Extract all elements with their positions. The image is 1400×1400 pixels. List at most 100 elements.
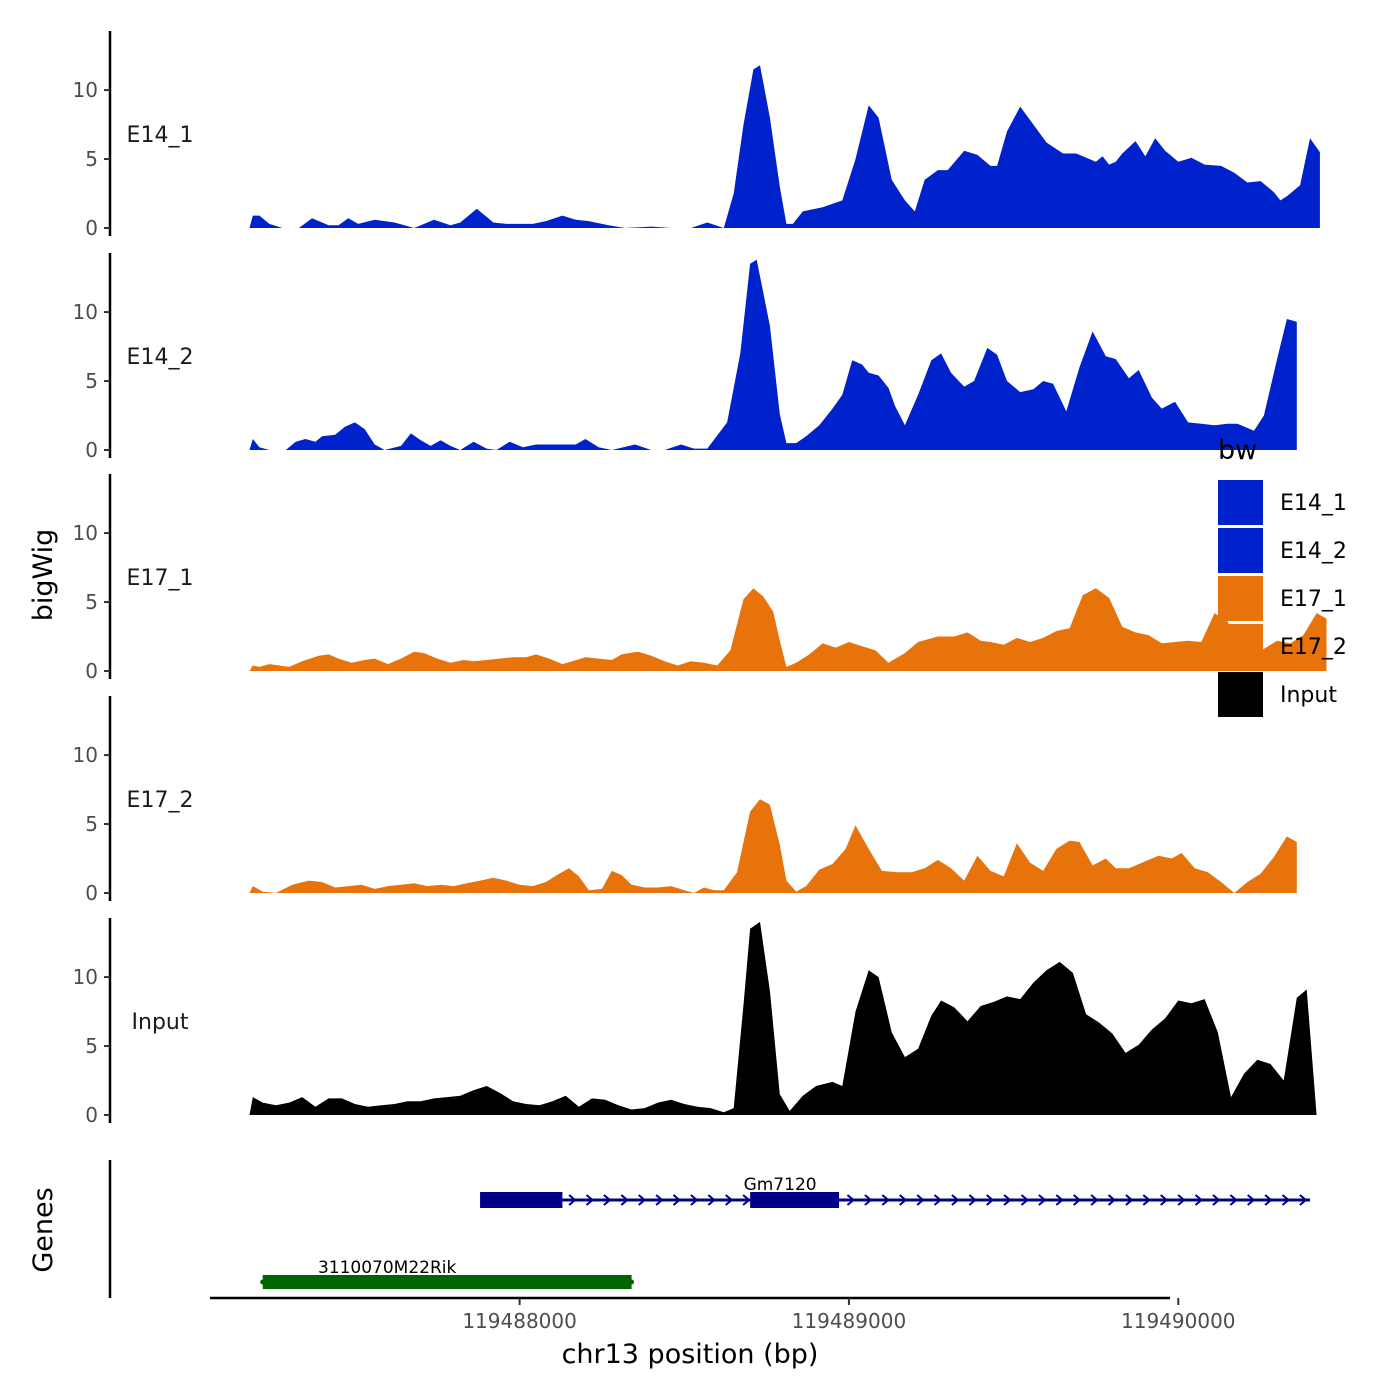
track-label: E17_2: [127, 788, 194, 813]
strand-arrow: [551, 1194, 560, 1206]
strand-arrow: [1055, 1194, 1064, 1206]
strand-arrow: [603, 1194, 612, 1206]
y-tick-label: 10: [73, 743, 98, 767]
legend-swatch-E14_1: [1218, 480, 1263, 525]
y-tick-label: 0: [85, 1103, 98, 1127]
track-label: E14_1: [127, 123, 194, 148]
legend-label: Input: [1280, 683, 1337, 708]
strand-arrow: [1090, 1194, 1099, 1206]
strand-arrow: [864, 1194, 873, 1206]
track-E14_1: 0 5 10 E14_1: [73, 31, 1320, 240]
track-label: E14_2: [127, 345, 194, 370]
strand-arrow: [655, 1194, 664, 1206]
genes-track: Gm7120 3110070M22Rik: [108, 1160, 1310, 1298]
y-tick-label: 5: [85, 590, 98, 614]
gene-end-cap: [260, 1279, 266, 1285]
strand-arrow: [1125, 1194, 1134, 1206]
strand-arrow: [533, 1194, 542, 1206]
legend-swatch-E17_2: [1218, 624, 1263, 669]
strand-arrow: [916, 1194, 925, 1206]
strand-arrow: [1247, 1194, 1256, 1206]
track-E14_2: 0 5 10 E14_2: [73, 253, 1297, 462]
strand-arrow: [777, 1194, 786, 1206]
gene-3110070M22Rik: 3110070M22Rik: [260, 1258, 635, 1289]
y-tick-label: 0: [85, 881, 98, 905]
strand-arrow: [986, 1194, 995, 1206]
strand-arrow: [1264, 1194, 1273, 1206]
y-tick-label: 5: [85, 812, 98, 836]
strand-arrow: [1194, 1194, 1204, 1206]
strand-arrow: [1281, 1194, 1291, 1206]
strand-arrow: [933, 1194, 943, 1206]
strand-arrow: [812, 1194, 821, 1206]
strand-arrow: [951, 1194, 960, 1206]
strand-arrow: [968, 1194, 977, 1206]
strand-arrow: [1073, 1194, 1082, 1206]
gene-label: Gm7120: [744, 1175, 817, 1195]
legend-label: E17_2: [1280, 635, 1347, 660]
x-axis-title: chr13 position (bp): [562, 1339, 819, 1370]
strand-arrow: [899, 1194, 908, 1206]
strand-arrow: [881, 1194, 890, 1206]
track-label: Input: [132, 1010, 189, 1035]
y-tick-label: 10: [73, 300, 98, 324]
y-tick-label: 10: [73, 965, 98, 989]
legend-swatch-E14_2: [1218, 528, 1263, 573]
strand-arrow: [725, 1194, 734, 1206]
y-tick-label: 10: [73, 78, 98, 102]
strand-arrow: [794, 1194, 803, 1206]
strand-arrow: [1299, 1194, 1308, 1206]
strand-arrow: [759, 1194, 769, 1206]
signal-tracks: 0 5 10 E14_1 0 5 10 E14_2 0 5 10 E17_1 0 5 10 E17_2 0 5 10…: [73, 31, 1327, 1127]
strand-arrow: [1142, 1194, 1151, 1206]
area-E17_2: [249, 799, 1297, 893]
x-tick-label: 119490000: [1121, 1309, 1236, 1333]
gene-exon: [750, 1192, 840, 1208]
y-tick-label: 5: [85, 369, 98, 393]
strand-arrow: [638, 1194, 647, 1206]
strand-arrow: [1020, 1194, 1030, 1206]
x-tick-label: 119488000: [462, 1309, 577, 1333]
gene-label: 3110070M22Rik: [318, 1258, 457, 1278]
legend: bw E14_1 E14_2 E17_1 E17_2 Input: [1218, 435, 1347, 717]
track-E17_1: 0 5 10 E17_1: [73, 474, 1327, 683]
x-axis-ticks: 119488000 119489000 119490000: [462, 1298, 1236, 1333]
y-tick-label: 0: [85, 659, 98, 683]
area-E14_1: [249, 65, 1320, 228]
legend-label: E14_1: [1280, 491, 1347, 516]
area-E14_2: [249, 259, 1297, 450]
strand-arrow: [1107, 1194, 1117, 1206]
strand-arrow: [481, 1194, 490, 1206]
area-E17_1: [249, 588, 1327, 671]
y-tick-label: 5: [85, 147, 98, 171]
track-label: E17_1: [127, 566, 194, 591]
strand-arrow: [1229, 1194, 1238, 1206]
gene-exon: [262, 1275, 632, 1289]
strand-arrow: [742, 1194, 751, 1206]
strand-arrow: [585, 1194, 595, 1206]
strand-arrow: [1038, 1194, 1047, 1206]
area-Input: [249, 921, 1317, 1115]
strand-arrow: [690, 1194, 699, 1206]
track-E17_2: 0 5 10 E17_2: [73, 696, 1297, 905]
y-axis-title: bigWig: [28, 529, 59, 622]
legend-swatch-E17_1: [1218, 576, 1263, 621]
strand-arrow: [568, 1194, 577, 1206]
track-Input: 0 5 10 Input: [73, 918, 1317, 1127]
strand-arrow: [1177, 1194, 1186, 1206]
legend-label: E14_2: [1280, 539, 1347, 564]
y-tick-label: 5: [85, 1034, 98, 1058]
legend-title: bw: [1218, 435, 1257, 466]
gene-Gm7120: Gm7120: [480, 1175, 1310, 1208]
gene-exon: [480, 1192, 563, 1208]
strand-arrow: [707, 1194, 716, 1206]
gene-end-cap: [629, 1279, 635, 1285]
strand-arrow: [498, 1194, 508, 1206]
y-tick-label: 0: [85, 438, 98, 462]
legend-label: E17_1: [1280, 587, 1347, 612]
legend-swatch-Input: [1218, 672, 1263, 717]
x-tick-label: 119489000: [792, 1309, 907, 1333]
strand-arrow: [1160, 1194, 1169, 1206]
strand-arrow: [516, 1194, 525, 1206]
